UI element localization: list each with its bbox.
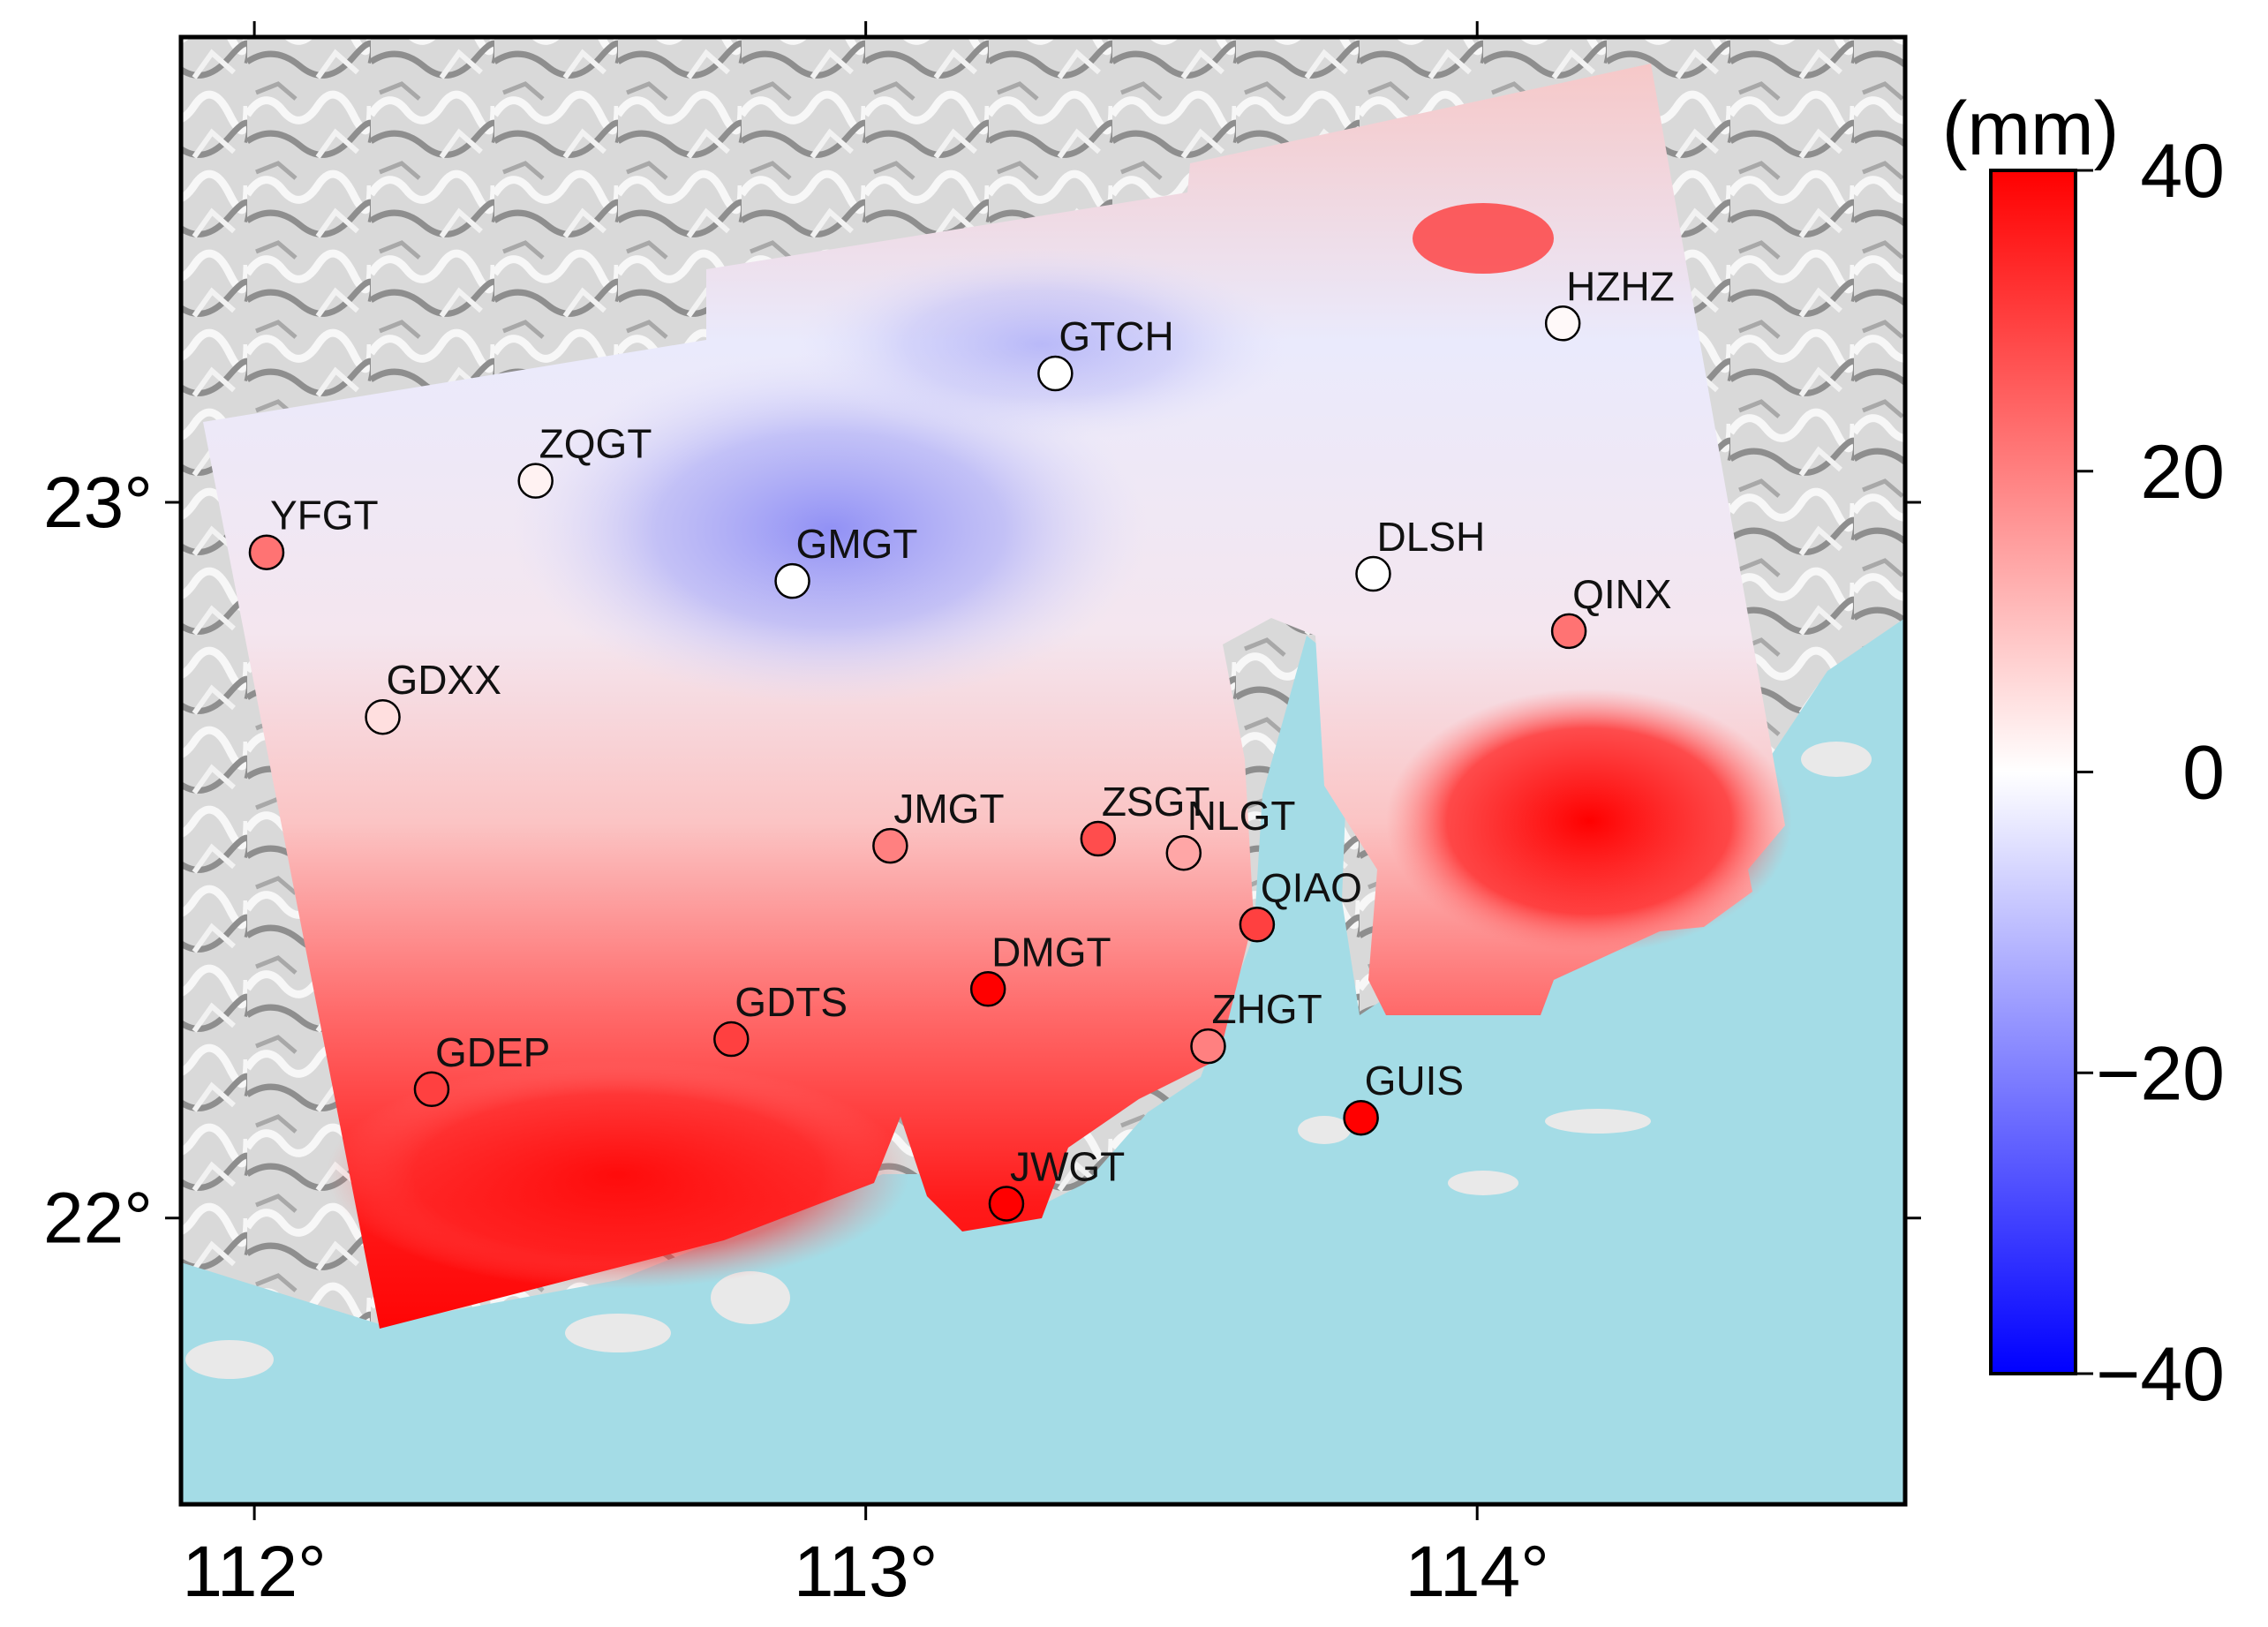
station-marker[interactable] (1239, 907, 1276, 943)
map-frame (178, 34, 1908, 1507)
station-marker[interactable] (988, 1186, 1025, 1222)
colorbar-ticks: 40 20 0 −20 −40 (2076, 129, 2225, 1417)
station-marker[interactable] (774, 562, 810, 599)
station-qinx[interactable]: QINX (1550, 571, 1672, 650)
station-yfgt[interactable]: YFGT (248, 493, 379, 570)
station-dmgt[interactable]: DMGT (969, 929, 1111, 1007)
uplift-patch-east (1386, 689, 1792, 953)
station-label: GTCH (1059, 313, 1173, 359)
station-marker[interactable] (517, 463, 554, 499)
colorbar-tick-label: −40 (2096, 1332, 2225, 1417)
station-zqgt[interactable]: ZQGT (517, 421, 652, 499)
station-label: HZHZ (1566, 263, 1675, 309)
station-label: ZQGT (539, 421, 652, 467)
station-gdxx[interactable]: GDXX (365, 657, 501, 735)
station-marker[interactable] (1037, 355, 1074, 392)
station-marker[interactable] (1165, 834, 1202, 871)
subsidence-lobe-west (512, 353, 1148, 706)
y-tick-label-23: 23° (43, 463, 153, 543)
x-tick-label-112: 112° (182, 1532, 327, 1612)
displacement-swath (203, 64, 1785, 1329)
station-marker[interactable] (413, 1071, 450, 1108)
station-label: DLSH (1376, 514, 1485, 560)
y-axis-ticks: 23° 22° (43, 463, 1921, 1259)
station-zsgt[interactable]: ZSGT (1080, 779, 1210, 857)
station-hzhz[interactable]: HZHZ (1544, 263, 1675, 342)
gnss-stations: HZHZ GTCH ZQGT YFGT GMGT DLSH QINX GDXX JMGT ZSGT… (248, 263, 1675, 1222)
station-marker[interactable] (1343, 1099, 1379, 1136)
station-zhgt[interactable]: ZHGT (1190, 986, 1322, 1065)
station-gdep[interactable]: GDEP (413, 1029, 550, 1108)
station-label: JMGT (893, 786, 1004, 832)
station-label: ZHGT (1211, 986, 1322, 1032)
station-marker[interactable] (713, 1021, 750, 1058)
station-marker[interactable] (1355, 555, 1391, 592)
colorbar-tick-label: 20 (2140, 430, 2225, 515)
station-nlgt[interactable]: NLGT (1165, 793, 1296, 871)
station-label: YFGT (270, 493, 379, 539)
station-label: ZSGT (1102, 779, 1210, 825)
station-label: GMGT (796, 521, 918, 567)
station-label: GDTS (735, 979, 848, 1025)
uplift-patch-northeast (1413, 203, 1554, 274)
station-gmgt[interactable]: GMGT (774, 521, 918, 599)
station-marker[interactable] (1190, 1028, 1226, 1065)
station-label: JWGT (1010, 1143, 1125, 1189)
sea-islands (185, 742, 1872, 1379)
station-label: GDEP (435, 1029, 550, 1075)
station-jwgt[interactable]: JWGT (988, 1143, 1125, 1222)
station-gdts[interactable]: GDTS (713, 979, 848, 1058)
x-tick-label-114: 114° (1405, 1532, 1549, 1612)
station-marker[interactable] (1550, 613, 1587, 650)
station-marker[interactable] (1080, 820, 1117, 857)
station-marker[interactable] (969, 971, 1006, 1007)
station-label: NLGT (1187, 793, 1296, 839)
subsidence-lobe-north (795, 247, 1289, 441)
x-tick-label-113: 113° (794, 1532, 938, 1612)
colorbar: (mm) 40 20 0 −20 −40 (1942, 87, 2225, 1417)
station-marker[interactable] (1544, 305, 1581, 342)
station-dlsh[interactable]: DLSH (1355, 514, 1485, 592)
station-jmgt[interactable]: JMGT (872, 786, 1005, 864)
station-marker[interactable] (248, 534, 285, 570)
station-marker[interactable] (872, 827, 908, 864)
colorbar-tick-label: 0 (2182, 731, 2225, 816)
station-label: QINX (1572, 571, 1671, 617)
station-label: QIAO (1261, 864, 1362, 910)
uplift-patch-south (327, 1059, 909, 1289)
colorbar-tick-label: 40 (2140, 129, 2225, 214)
colorbar-unit: (mm) (1942, 87, 2120, 171)
station-gtch[interactable]: GTCH (1037, 313, 1174, 392)
colorbar-ramp (1989, 169, 2077, 1375)
station-marker[interactable] (365, 698, 401, 735)
station-label: DMGT (991, 929, 1111, 975)
station-guis[interactable]: GUIS (1343, 1058, 1464, 1136)
station-label: GDXX (387, 657, 501, 703)
station-qiao[interactable]: QIAO (1239, 864, 1362, 943)
x-axis-ticks: 112° 113° 114° (182, 21, 1549, 1612)
y-tick-label-22: 22° (43, 1179, 153, 1259)
colorbar-tick-label: −20 (2096, 1031, 2225, 1116)
station-label: GUIS (1365, 1058, 1464, 1103)
